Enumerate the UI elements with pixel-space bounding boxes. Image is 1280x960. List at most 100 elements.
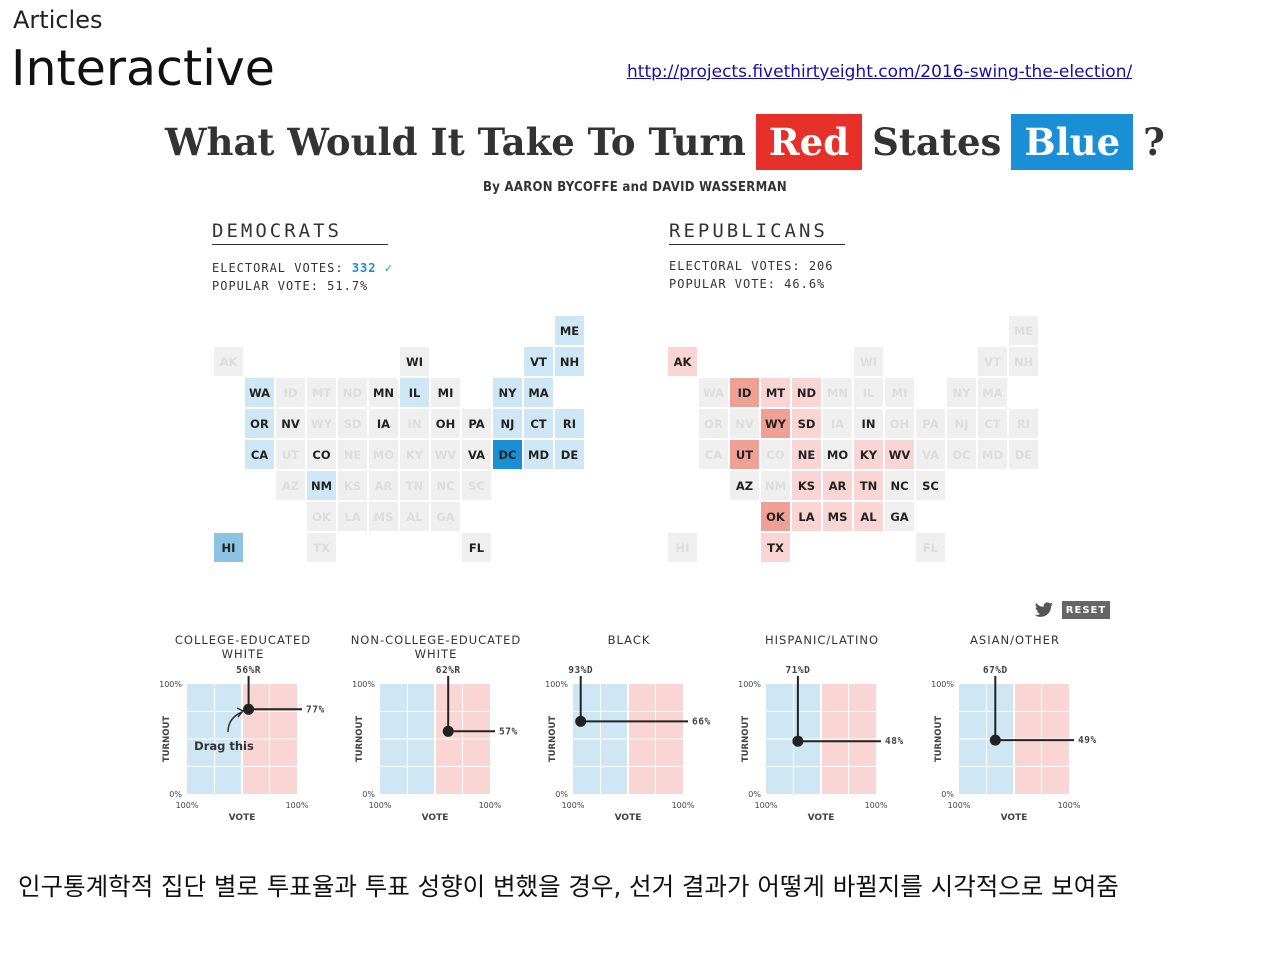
x-axis-right-label: 100% [865,801,888,810]
y-axis-bottom-label: 0% [362,790,375,799]
y-axis-bottom-label: 0% [941,790,954,799]
dem-state-tile-sd: SD [338,409,367,438]
republicans-stats: ELECTORAL VOTES: 206 POPULAR VOTE: 46.6% [669,257,834,293]
y-axis-title: TURNOUT [162,716,172,762]
turnout-value-label: 77% [306,704,325,715]
dem-state-tile-ca: CA [245,440,274,469]
x-axis-left-label: 100% [755,801,778,810]
x-axis-left-label: 100% [562,801,585,810]
swing-plot-hispanic[interactable]: 100% 0% 100% 100% VOTE TURNOUT 71%D 48% [725,630,919,830]
panel-title: HISPANIC/LATINO [764,633,880,647]
dem-state-tile-wv: WV [431,440,460,469]
panel-black: BLACK 100% 0% 100% 100% VOTE TURNOUT 93%D 66% [532,630,726,830]
dem-state-tile-mt: MT [307,378,336,407]
republicans-ev-value: 206 [808,259,834,273]
democrats-popular-vote: POPULAR VOTE: 51.7% [212,279,369,293]
headline-mid: States [872,120,1002,164]
drag-handle[interactable] [575,715,587,727]
rep-state-tile-ut: UT [730,440,759,469]
y-axis-title: TURNOUT [934,716,944,762]
y-axis-top-label: 100% [931,680,954,689]
dem-state-tile-ar: AR [369,471,398,500]
rep-state-tile-oh: OH [885,409,914,438]
rep-state-tile-ny: NY [947,378,976,407]
democrats-ev-value: 332 [351,261,377,275]
dem-state-tile-pa: PA [462,409,491,438]
rep-state-tile-nj: NJ [947,409,976,438]
drag-handle[interactable] [442,725,454,737]
swing-plot-non-college-white[interactable]: 100% 0% 100% 100% VOTE TURNOUT 62%R 57% [339,630,533,830]
dem-state-tile-ga: GA [431,502,460,531]
rep-state-tile-al: AL [854,502,883,531]
dem-state-tile-sc: SC [462,471,491,500]
dem-state-tile-hi: HI [214,533,243,562]
republicans-electoral-votes: ELECTORAL VOTES: 206 [669,259,834,273]
rep-state-tile-vt: VT [978,347,1007,376]
panel-non-college-white: NON-COLLEGE-EDUCATED WHITE 100% 0% 100% 100%… [339,630,533,830]
slide-title: Interactive [11,40,275,97]
x-axis-right-label: 100% [286,801,309,810]
rep-state-tile-nh: NH [1009,347,1038,376]
dem-state-tile-az: AZ [276,471,305,500]
panel-title: ASIAN/OTHER [970,633,1060,647]
y-axis-top-label: 100% [352,680,375,689]
turnout-value-label: 49% [1078,735,1097,746]
rep-state-tile-mi: MI [885,378,914,407]
dem-state-tile-id: ID [276,378,305,407]
dem-state-tile-ks: KS [338,471,367,500]
article-headline: What Would It Take To Turn Red States Bl… [165,112,1165,172]
twitter-share-icon[interactable] [1034,602,1054,618]
dem-state-tile-nc: NC [431,471,460,500]
dem-state-tile-nj: NJ [493,409,522,438]
dem-state-tile-wi: WI [400,347,429,376]
y-axis-title: TURNOUT [548,716,558,762]
x-axis-right-label: 100% [479,801,502,810]
source-link[interactable]: http://projects.fivethirtyeight.com/2016… [627,62,1133,82]
x-axis-title: VOTE [229,813,256,823]
rep-state-tile-ar: AR [823,471,852,500]
rep-state-tile-wi: WI [854,347,883,376]
dem-state-tile-nv: NV [276,409,305,438]
dem-state-tile-mn: MN [369,378,398,407]
panel-title: NON-COLLEGE-EDUCATED WHITE [350,633,522,661]
slide-caption: 인구통계학적 집단 별로 투표율과 투표 성향이 변했을 경우, 선거 결과가 … [18,872,1119,901]
democrats-stats: ELECTORAL VOTES: 332 ✓ POPULAR VOTE: 51.… [212,259,393,295]
dem-state-tile-ak: AK [214,347,243,376]
dem-state-tile-il: IL [400,378,429,407]
rep-state-tile-ok: OK [761,502,790,531]
drag-handle[interactable] [792,735,804,747]
rep-state-tile-de: DE [1009,440,1038,469]
dem-state-tile-or: OR [245,409,274,438]
rep-state-tile-or: OR [699,409,728,438]
drag-hint-arrow [227,711,243,733]
swing-plot-asian-other[interactable]: 100% 0% 100% 100% VOTE TURNOUT 67%D 49% [918,630,1112,830]
rep-state-tile-ks: KS [792,471,821,500]
dem-state-tile-vt: VT [524,347,553,376]
rep-state-tile-ia: IA [823,409,852,438]
dem-state-tile-wa: WA [245,378,274,407]
vote-value-label: 67%D [983,665,1008,676]
republicans-pv-value: 46.6% [784,277,826,291]
rep-state-tile-az: AZ [730,471,759,500]
reset-button[interactable]: RESET [1062,601,1110,619]
swing-plot-black[interactable]: 100% 0% 100% 100% VOTE TURNOUT 93%D 66% [532,630,726,830]
turnout-value-label: 66% [692,716,711,727]
rep-state-tile-ct: CT [978,409,1007,438]
rep-state-tile-la: LA [792,502,821,531]
drag-handle[interactable] [243,703,255,715]
rep-state-tile-wv: WV [885,440,914,469]
rep-state-tile-wy: WY [761,409,790,438]
rep-state-tile-id: ID [730,378,759,407]
rep-state-tile-il: IL [854,378,883,407]
rep-state-tile-ms: MS [823,502,852,531]
rep-state-tile-tn: TN [854,471,883,500]
rep-state-tile-nm: NM [761,471,790,500]
rep-state-tile-va: VA [916,440,945,469]
vote-value-label: 62%R [436,665,461,676]
rep-state-tile-ca: CA [699,440,728,469]
rep-state-tile-ky: KY [854,440,883,469]
drag-handle[interactable] [989,734,1001,746]
swing-plot-college-white[interactable]: 100% 0% 100% 100% VOTE TURNOUT 56%R 77% Drag thi… [146,630,340,830]
dem-state-tile-nh: NH [555,347,584,376]
dem-state-tile-ia: IA [369,409,398,438]
